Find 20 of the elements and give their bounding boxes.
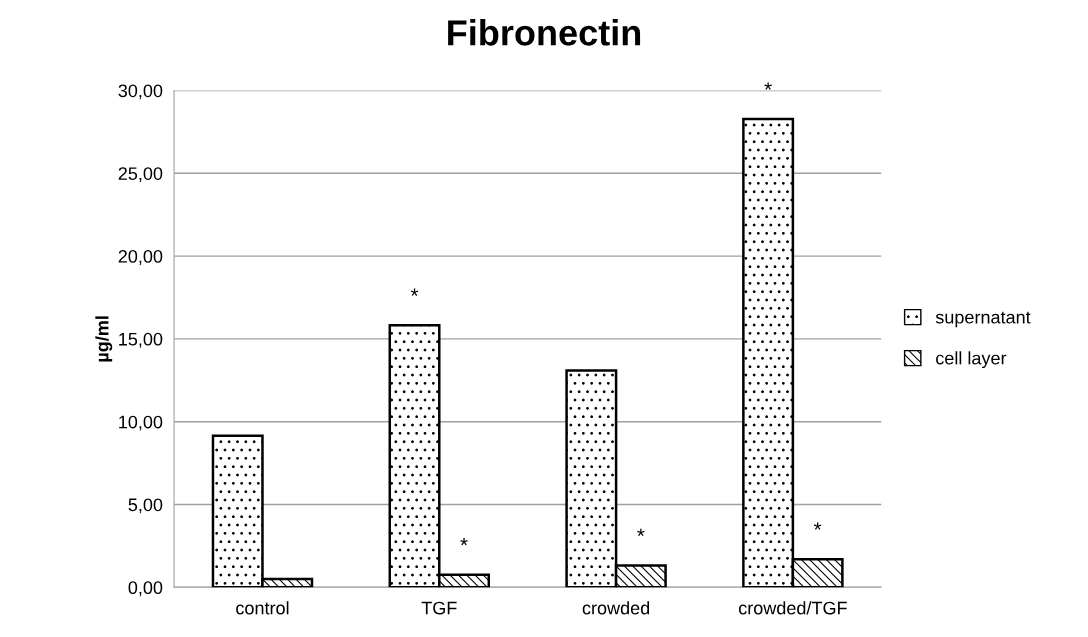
y-tick-label: 30,00 — [118, 84, 163, 100]
y-tick-label: 5,00 — [128, 498, 163, 514]
y-axis-title: µg/ml — [95, 316, 113, 362]
y-tick-label: 10,00 — [119, 415, 163, 431]
annotation: * — [460, 538, 468, 546]
x-tick-label: control — [236, 601, 289, 615]
legend-label: supernatant — [935, 311, 1031, 328]
y-tick-label: 20,00 — [118, 250, 163, 265]
y-tick-label: 15,00 — [119, 332, 163, 348]
x-tick-label: crowded — [582, 601, 650, 615]
y-tick-label: 25,00 — [118, 167, 163, 183]
x-tick-label: TGF — [421, 601, 457, 615]
annotation: * — [813, 522, 822, 530]
y-tick-label: 0,00 — [128, 581, 163, 597]
x-tick-label: crowded/TGF — [738, 601, 847, 615]
annotation: * — [764, 82, 772, 90]
legend-label: cell layer — [936, 351, 1007, 369]
annotation: * — [637, 528, 645, 537]
chart-title: Fibronectin — [448, 19, 641, 46]
annotation: * — [410, 288, 419, 296]
